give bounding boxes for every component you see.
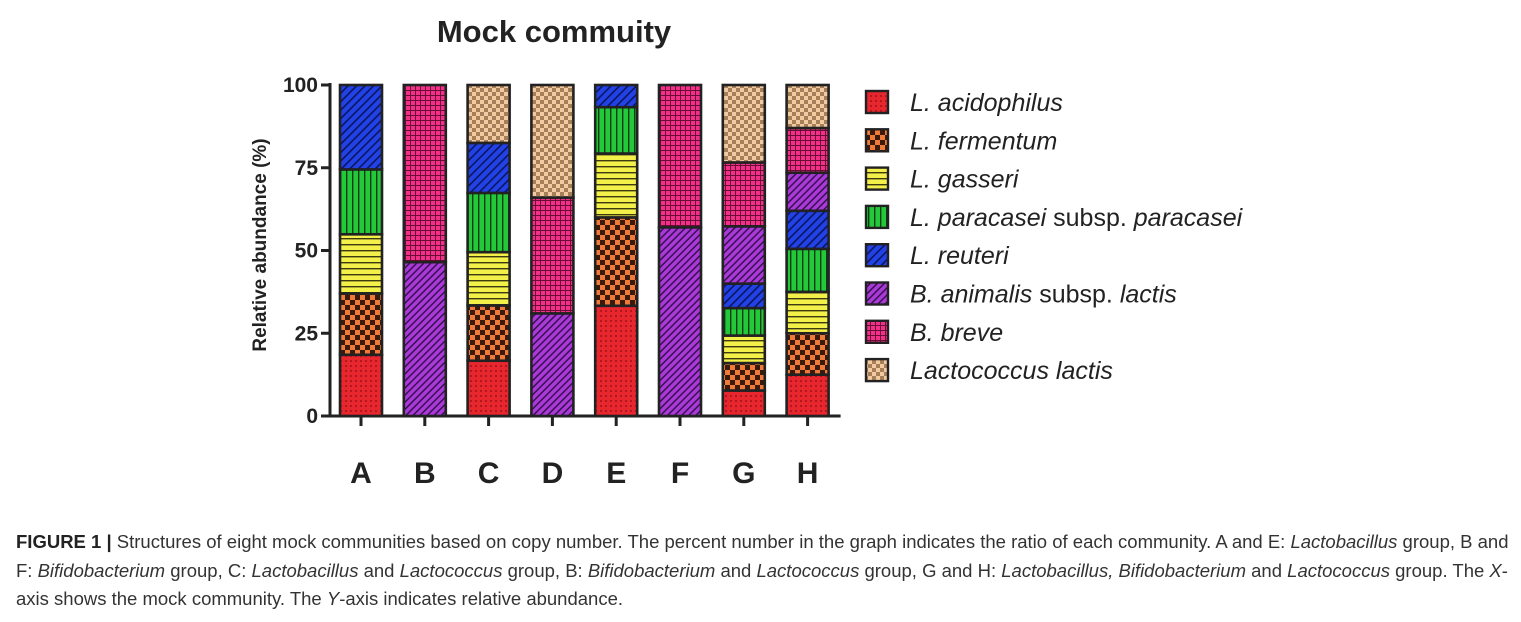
caption-label: FIGURE 1 |	[16, 531, 112, 552]
x-tick-label: F	[671, 457, 689, 490]
bar-segment-H-5	[785, 209, 830, 251]
bar-segment-G-1	[721, 389, 767, 418]
legend-swatch	[864, 357, 890, 383]
x-tick-label: E	[606, 457, 626, 490]
legend-label: B. breve	[910, 319, 1003, 347]
bar-segment-B-7	[402, 83, 448, 264]
bar-segment-D-6	[530, 312, 575, 418]
bar-segment-C-5	[466, 141, 511, 195]
bar-segment-F-7	[657, 83, 703, 229]
chart-title: Mock commuity	[437, 14, 672, 49]
bar-segment-F-6	[657, 226, 703, 418]
bar-segment-G-7	[721, 161, 767, 228]
legend-label: L. gasseri	[910, 166, 1020, 194]
legend-swatch	[864, 281, 890, 306]
bar-segment-G-5	[721, 282, 767, 310]
x-tick-label: B	[414, 457, 436, 490]
y-tick-label: 100	[283, 74, 318, 97]
legend-label: L. reuteri	[910, 242, 1010, 270]
figure-caption: FIGURE 1 | Structures of eight mock comm…	[16, 528, 1511, 614]
bar-segment-D-8	[530, 83, 575, 199]
bar-segment-E-1	[593, 304, 639, 418]
bar-segment-H-6	[785, 171, 830, 213]
bar-segment-E-4	[593, 105, 639, 155]
legend: L. acidophilus L. fermentum L. gasseri L. p…	[864, 89, 1244, 385]
legend-label: L. acidophilus	[910, 89, 1063, 117]
legend-swatch	[864, 89, 890, 115]
bar-segment-E-3	[593, 152, 639, 219]
bar-segment-B-6	[402, 260, 448, 418]
bar-segment-A-4	[338, 168, 384, 236]
bar-segment-C-4	[466, 191, 511, 254]
bar-segment-E-2	[593, 216, 639, 308]
y-tick-label: 25	[295, 322, 319, 345]
legend-label: Lactococcus lactis	[910, 357, 1113, 385]
bar-segment-G-4	[721, 306, 767, 337]
legend-label: B. animalis subsp. lactis	[910, 281, 1177, 309]
bar-segment-H-3	[785, 290, 830, 335]
bar-segment-C-1	[466, 359, 511, 418]
bar-segment-E-5	[593, 83, 639, 109]
bar-segment-C-3	[466, 250, 511, 307]
bar-segment-H-1	[785, 373, 830, 418]
bar-segment-H-4	[785, 247, 830, 294]
bar-segment-H-8	[785, 83, 830, 130]
plot-area: 0 25 50 75 100 A B C D E F G H	[283, 74, 841, 490]
bar-segment-G-8	[721, 83, 767, 164]
legend-swatch	[864, 319, 890, 344]
bar-segment-G-3	[721, 334, 767, 365]
y-axis-label: Relative abundance (%)	[250, 138, 271, 351]
x-tick-label: D	[542, 457, 564, 490]
legend-swatch	[864, 166, 890, 191]
bar-segment-G-6	[721, 225, 767, 285]
legend-label: L. fermentum	[910, 127, 1057, 155]
bar-segment-A-2	[338, 292, 384, 357]
x-tick-label: H	[797, 457, 819, 490]
bar-segment-A-5	[338, 83, 384, 171]
legend-swatch	[864, 242, 890, 268]
caption-body: Structures of eight mock communities bas…	[16, 531, 1509, 609]
bar-segment-C-2	[466, 304, 511, 363]
y-tick-label: 75	[295, 157, 319, 180]
legend-swatch	[864, 128, 890, 153]
y-tick-label: 0	[306, 405, 318, 428]
x-tick-label: C	[478, 457, 500, 490]
bar-segment-H-7	[785, 126, 830, 175]
x-tick-label: G	[732, 457, 755, 490]
legend-label: L. paracasei subsp. paracasei	[910, 204, 1244, 232]
stacked-bar-chart: Mock commuity Relative abundance (%) 0 25…	[250, 14, 1244, 490]
y-tick-label: 50	[295, 240, 318, 263]
bar-segment-A-1	[338, 353, 384, 418]
bar-segment-A-3	[338, 232, 384, 295]
x-tick-label: A	[350, 457, 372, 490]
bar-segment-C-8	[466, 83, 511, 145]
legend-swatch	[864, 204, 890, 230]
bar-segment-H-2	[785, 331, 830, 376]
bar-segment-D-7	[530, 196, 575, 315]
bar-segment-G-2	[721, 361, 767, 392]
